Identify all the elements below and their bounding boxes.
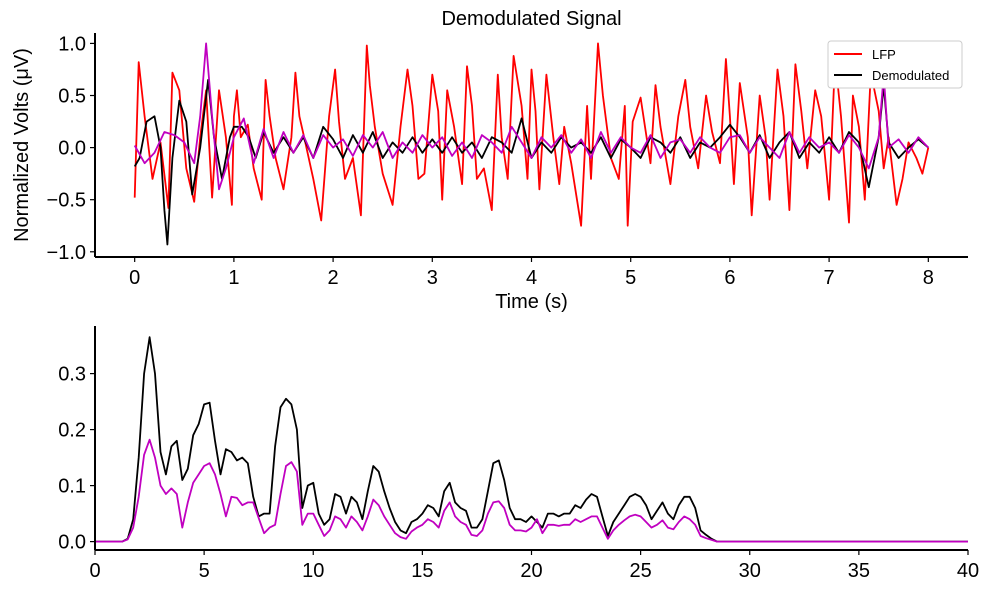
x-tick-label: 7	[824, 267, 835, 289]
x-tick-label: 40	[957, 560, 979, 582]
y-tick-label: 0.5	[58, 86, 86, 108]
legend-box	[827, 40, 963, 89]
x-tick-label: 35	[848, 560, 870, 582]
y-tick-label: 0.0	[58, 532, 86, 554]
x-tick-label: 0	[89, 560, 100, 582]
chart-panel-1: 0 5 10 15 20 25 30 35 40 0.0 0.1 0.2 0.3	[58, 326, 979, 582]
x-tick-label: 20	[520, 560, 542, 582]
x-tick-label: 4	[526, 267, 537, 289]
x-tick-label: 8	[923, 267, 934, 289]
x-tick-label: 30	[739, 560, 761, 582]
y-axis-title: Normalized Volts (μV)	[11, 48, 33, 242]
legend-label: Demodulated	[872, 68, 949, 83]
x-tick-label: 0	[129, 267, 140, 289]
y-tick-label: −0.5	[47, 190, 86, 212]
x-tick-label: 3	[427, 267, 438, 289]
series-line-0-2	[133, 42, 929, 191]
x-tick-label: 15	[411, 560, 433, 582]
x-tick-label: 10	[302, 560, 324, 582]
chart-title: Demodulated Signal	[441, 8, 621, 30]
y-tick-label: 1.0	[58, 33, 86, 55]
y-tick-label: 0.0	[58, 138, 86, 160]
y-tick-label: −1.0	[47, 242, 86, 264]
y-tick-label: 0.2	[58, 420, 86, 442]
x-tick-label: 1	[228, 267, 239, 289]
x-tick-label: 25	[630, 560, 652, 582]
y-tick-label: 0.3	[58, 364, 86, 386]
series-line-1-0	[95, 336, 968, 543]
legend: LFP Demodulated	[827, 40, 963, 89]
x-tick-label: 6	[724, 267, 735, 289]
x-axis-title: Time (s)	[495, 291, 568, 313]
series-line-1-1	[95, 438, 968, 543]
chart-panel-0: 0 1 2 3 4 5 6 7 8 −1.0 −0.5 0.0 0.5 1.0 Demodulated Si…	[11, 8, 968, 313]
x-tick-label: 5	[625, 267, 636, 289]
y-tick-label: 0.1	[58, 476, 86, 498]
series-line-0-0	[133, 42, 930, 227]
x-tick-label: 2	[328, 267, 339, 289]
x-tick-label: 5	[199, 560, 210, 582]
legend-label: LFP	[872, 47, 896, 62]
